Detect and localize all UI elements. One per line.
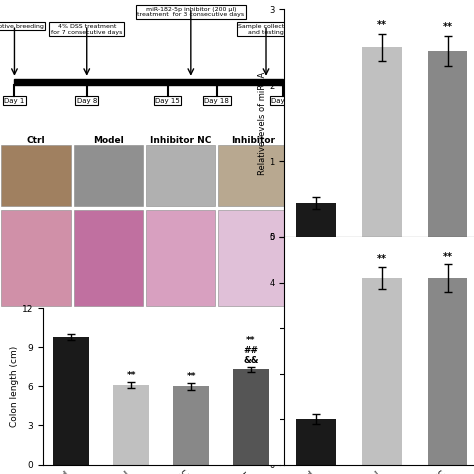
Text: **: **: [127, 372, 136, 381]
Text: miR-182-5p inhibitor (200 μl)
treatment  for 3 consecutive days: miR-182-5p inhibitor (200 μl) treatment …: [137, 7, 245, 18]
Bar: [362, 47, 401, 237]
Bar: [219, 210, 288, 306]
Text: Day 15: Day 15: [155, 98, 180, 103]
Bar: [74, 210, 143, 306]
Text: Inhibitor: Inhibitor: [231, 136, 275, 145]
Text: Model: Model: [93, 136, 124, 145]
Text: Day 1: Day 1: [4, 98, 25, 103]
Bar: [146, 145, 215, 206]
Bar: [362, 278, 401, 465]
Bar: [54, 337, 89, 465]
Text: 4% DSS treatment
for 7 consecutive days: 4% DSS treatment for 7 consecutive days: [51, 24, 122, 35]
Text: Day 19: Day 19: [271, 98, 296, 103]
Bar: [14, 79, 283, 85]
Text: B: B: [206, 0, 219, 2]
Text: **: **: [377, 255, 387, 264]
Bar: [219, 145, 288, 206]
Text: **: **: [443, 252, 453, 262]
Text: Ctrl: Ctrl: [27, 136, 46, 145]
Bar: [296, 419, 336, 465]
Y-axis label: Relative levels of miRNA: Relative levels of miRNA: [257, 72, 266, 175]
Y-axis label: Damage index: Damage index: [257, 320, 266, 382]
Text: Day 18: Day 18: [204, 98, 229, 103]
Bar: [1, 145, 71, 206]
Bar: [113, 385, 149, 465]
Text: Day 8: Day 8: [77, 98, 97, 103]
Text: Sample collection
and testing: Sample collection and testing: [238, 24, 294, 35]
Bar: [74, 145, 143, 206]
Bar: [428, 278, 467, 465]
Text: **: **: [377, 20, 387, 30]
Bar: [428, 51, 467, 237]
Text: **: **: [186, 372, 196, 381]
Y-axis label: Colon length (cm): Colon length (cm): [10, 346, 19, 427]
Text: Adaptive breeding: Adaptive breeding: [0, 24, 44, 29]
Bar: [173, 386, 209, 465]
Bar: [146, 210, 215, 306]
Bar: [233, 369, 269, 465]
Bar: [1, 210, 71, 306]
Text: **: **: [443, 22, 453, 32]
Bar: [296, 203, 336, 237]
Text: **
##
&&: ** ## &&: [243, 337, 259, 365]
Text: Inhibitor NC: Inhibitor NC: [150, 136, 211, 145]
